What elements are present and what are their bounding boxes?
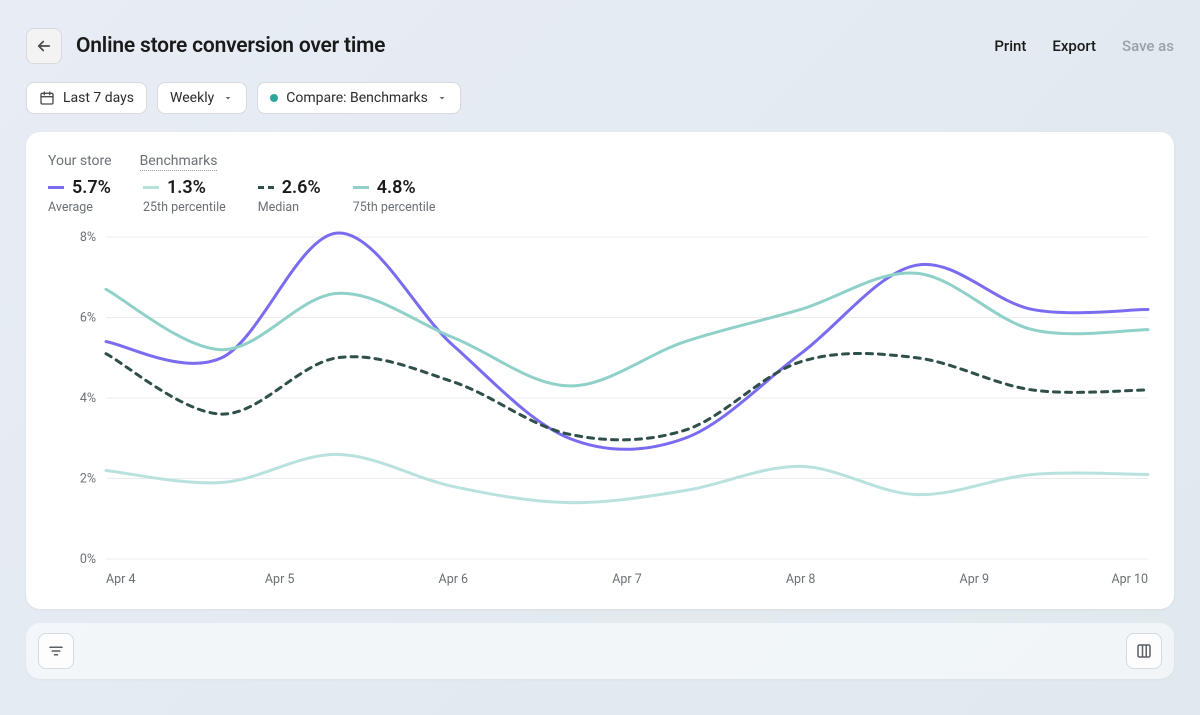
svg-text:Apr 4: Apr 4 xyxy=(106,572,136,587)
your-store-group-label: Your store xyxy=(48,153,112,169)
header-actions: Print Export Save as xyxy=(994,37,1174,55)
legend-value: 5.7% xyxy=(72,177,111,198)
save-as-action: Save as xyxy=(1122,37,1174,55)
footer-bar xyxy=(26,623,1174,679)
svg-text:8%: 8% xyxy=(80,230,96,245)
filter-button[interactable] xyxy=(38,633,74,669)
legend-item: 2.6% Median xyxy=(258,177,321,215)
chevron-down-icon xyxy=(436,92,448,104)
chart-series-line xyxy=(106,273,1148,386)
legend-sublabel: 25th percentile xyxy=(143,200,226,215)
legend-swatch xyxy=(143,186,159,189)
svg-text:Apr 5: Apr 5 xyxy=(265,572,295,587)
granularity-filter[interactable]: Weekly xyxy=(157,82,247,114)
legend-value: 2.6% xyxy=(282,177,321,198)
calendar-icon xyxy=(39,90,55,106)
legend-swatch xyxy=(48,186,64,189)
date-range-label: Last 7 days xyxy=(63,90,134,106)
legend-header: Your store Benchmarks xyxy=(48,150,1152,169)
granularity-label: Weekly xyxy=(170,90,214,106)
legend-item: 5.7% Average xyxy=(48,177,111,215)
svg-text:Apr 10: Apr 10 xyxy=(1111,572,1148,587)
svg-text:Apr 9: Apr 9 xyxy=(960,572,990,587)
compare-filter[interactable]: Compare: Benchmarks xyxy=(257,82,461,114)
legend-sublabel: 75th percentile xyxy=(353,200,436,215)
conversion-chart: 0% 2% 4% 6% 8% Apr 4 Apr 5 Apr 6 Apr 7 Apr 8 Apr 9… xyxy=(48,229,1152,599)
benchmarks-group-label: Benchmarks xyxy=(140,153,218,171)
columns-button[interactable] xyxy=(1126,633,1162,669)
svg-text:Apr 6: Apr 6 xyxy=(439,572,469,587)
chevron-down-icon xyxy=(222,92,234,104)
legend-item: 1.3% 25th percentile xyxy=(143,177,226,215)
legend-value: 4.8% xyxy=(377,177,416,198)
legend-swatch xyxy=(353,186,369,189)
filters-row: Last 7 days Weekly Compare: Benchmarks xyxy=(26,82,1174,114)
chart-card: Your store Benchmarks 5.7% Average 1.3% 25t… xyxy=(26,132,1174,609)
svg-text:0%: 0% xyxy=(80,552,96,567)
svg-text:2%: 2% xyxy=(80,472,96,487)
legend-sublabel: Median xyxy=(258,200,321,215)
svg-text:Apr 7: Apr 7 xyxy=(612,572,642,587)
legend-swatch xyxy=(258,186,274,189)
svg-text:4%: 4% xyxy=(80,391,96,406)
chart-series-line xyxy=(106,233,1148,449)
legend-row: 5.7% Average 1.3% 25th percentile 2.6% Median… xyxy=(48,177,1152,215)
columns-icon xyxy=(1135,642,1153,660)
filter-icon xyxy=(47,642,65,660)
date-range-filter[interactable]: Last 7 days xyxy=(26,82,147,114)
svg-text:6%: 6% xyxy=(80,311,96,326)
legend-value: 1.3% xyxy=(167,177,206,198)
compare-label: Compare: Benchmarks xyxy=(286,90,428,106)
svg-text:Apr 8: Apr 8 xyxy=(786,572,816,587)
page-title: Online store conversion over time xyxy=(76,34,385,58)
legend-sublabel: Average xyxy=(48,200,111,215)
compare-dot xyxy=(270,94,278,102)
legend-item: 4.8% 75th percentile xyxy=(353,177,436,215)
header: Online store conversion over time Print … xyxy=(26,28,1174,64)
chart-series-line xyxy=(106,353,1148,439)
export-action[interactable]: Export xyxy=(1052,37,1096,55)
back-button[interactable] xyxy=(26,28,62,64)
arrow-left-icon xyxy=(35,37,53,55)
print-action[interactable]: Print xyxy=(994,37,1026,55)
